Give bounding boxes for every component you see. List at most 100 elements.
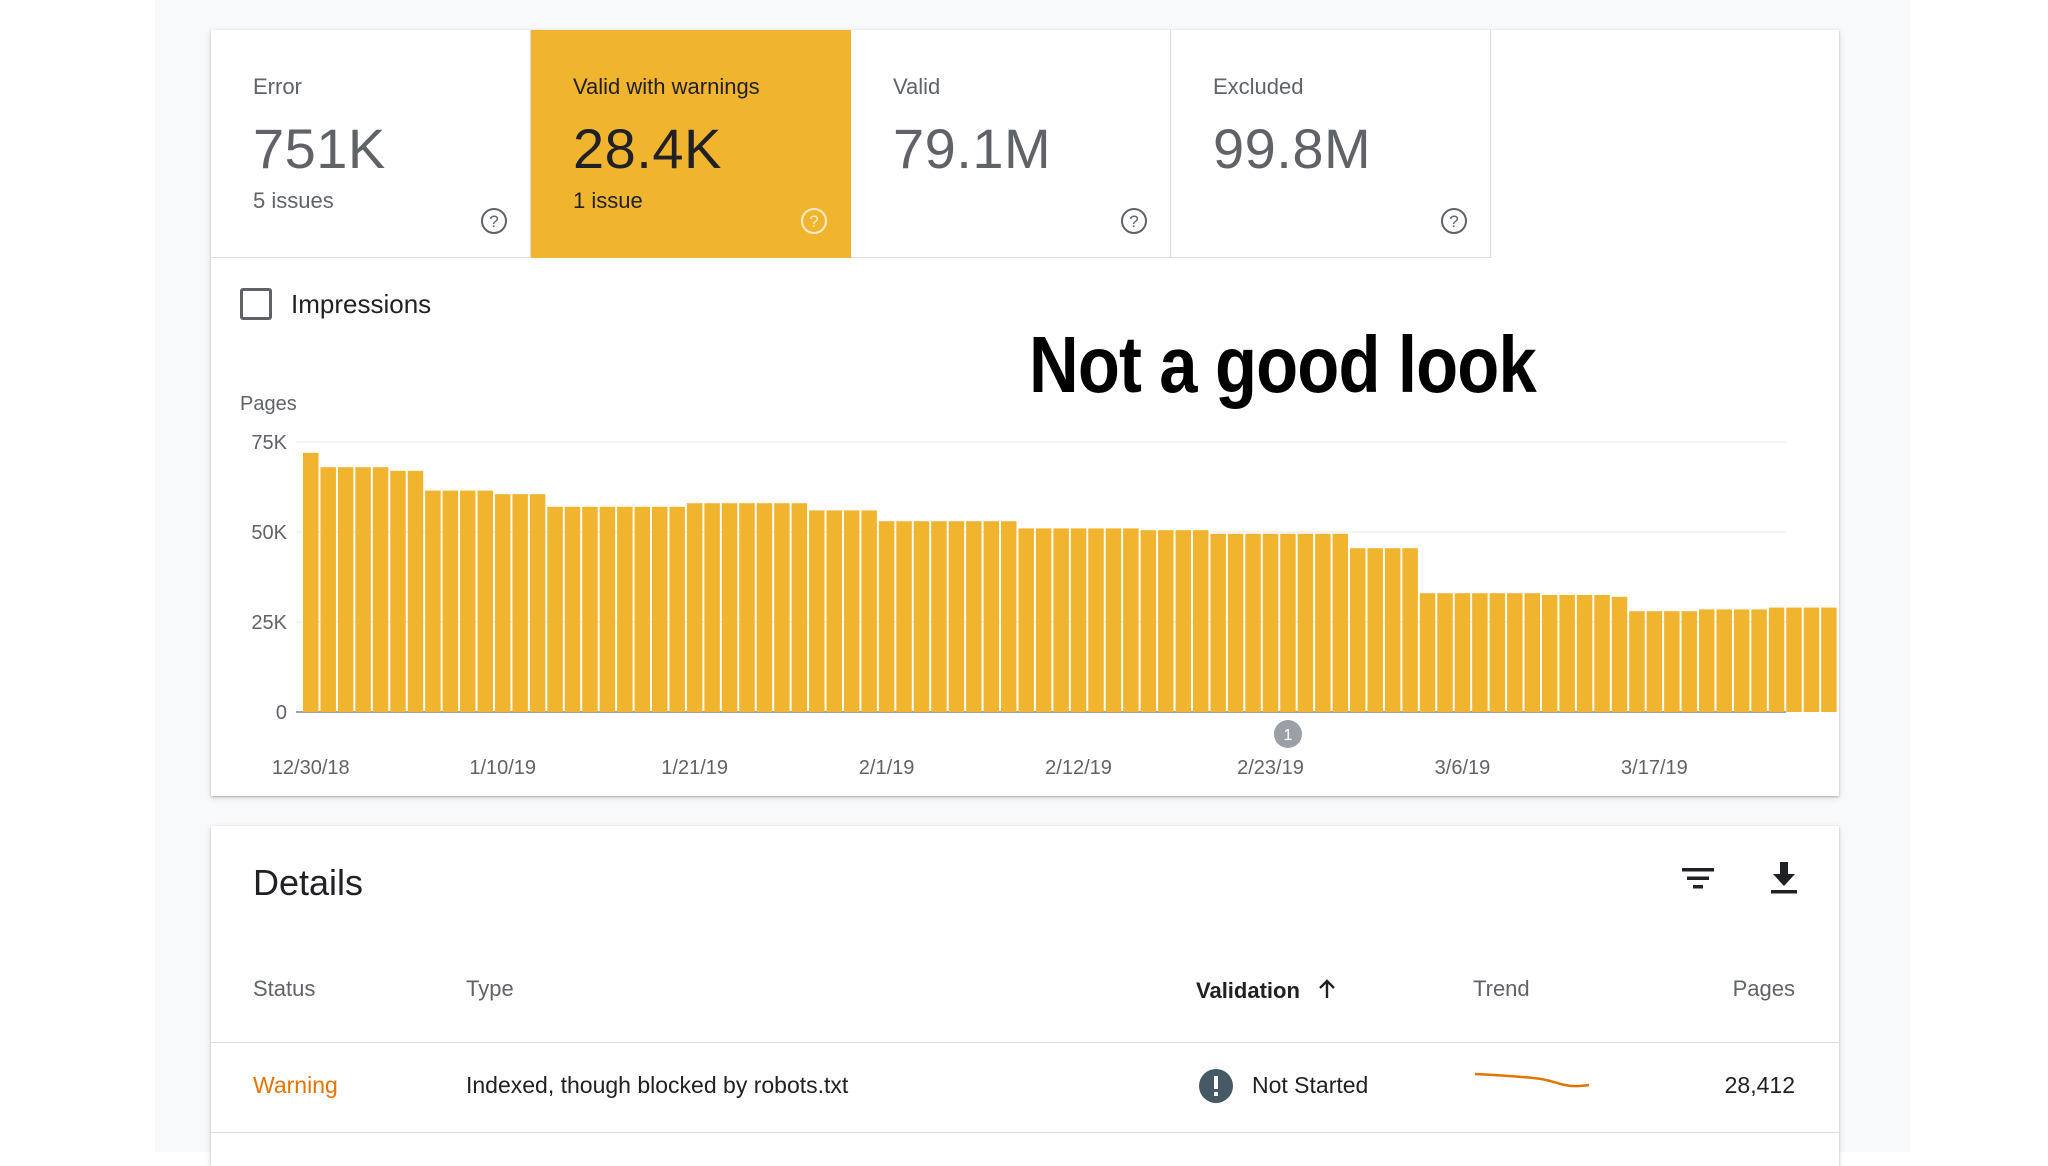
chart-bar[interactable] xyxy=(494,494,511,712)
download-icon[interactable] xyxy=(1760,854,1808,902)
chart-bar[interactable] xyxy=(704,503,720,712)
chart-bar[interactable] xyxy=(1768,607,1785,712)
column-validation[interactable]: Validation xyxy=(1196,976,1338,1004)
chart-bar[interactable] xyxy=(617,506,633,712)
chart-bar[interactable] xyxy=(1070,528,1087,712)
chart-bar[interactable] xyxy=(303,452,319,712)
chart-bar[interactable] xyxy=(1158,530,1174,712)
chart-bar[interactable] xyxy=(599,506,616,712)
chart-bar[interactable] xyxy=(774,503,790,712)
chart-bar[interactable] xyxy=(425,490,441,712)
chart-bar[interactable] xyxy=(843,510,860,712)
help-icon[interactable]: ? xyxy=(1120,207,1148,235)
chart-bar[interactable] xyxy=(756,503,773,712)
chart-bar[interactable] xyxy=(1576,595,1593,712)
chart-bar[interactable] xyxy=(1699,609,1715,712)
chart-bar[interactable] xyxy=(320,467,336,712)
chart-bar[interactable] xyxy=(564,506,581,712)
help-icon[interactable]: ? xyxy=(800,207,828,235)
chart-bar[interactable] xyxy=(512,494,528,712)
chart-bar[interactable] xyxy=(1733,609,1750,712)
chart-bar[interactable] xyxy=(721,503,738,712)
chart-bar[interactable] xyxy=(1280,533,1296,712)
chart-bar[interactable] xyxy=(1245,533,1261,712)
chart-bar[interactable] xyxy=(460,490,476,712)
chart-bar[interactable] xyxy=(1559,595,1575,712)
chart-bar[interactable] xyxy=(652,506,668,712)
chart-bar[interactable] xyxy=(1123,528,1139,712)
chart-bar[interactable] xyxy=(634,506,651,712)
chart-bar[interactable] xyxy=(1192,530,1209,712)
chart-bar[interactable] xyxy=(739,503,755,712)
chart-bar[interactable] xyxy=(1489,593,1506,712)
chart-bar[interactable] xyxy=(896,521,912,712)
chart-bar[interactable] xyxy=(878,521,895,712)
chart-bar[interactable] xyxy=(372,467,389,712)
chart-bar[interactable] xyxy=(1105,528,1122,712)
chart-bar[interactable] xyxy=(529,494,546,712)
chart-bar[interactable] xyxy=(809,510,825,712)
column-trend[interactable]: Trend xyxy=(1473,976,1530,1001)
chart-bar[interactable] xyxy=(547,506,563,712)
chart-bar[interactable] xyxy=(337,467,354,712)
chart-bar[interactable] xyxy=(1594,595,1610,712)
chart-bar[interactable] xyxy=(390,470,406,712)
chart-bar[interactable] xyxy=(669,506,685,712)
annotation-marker[interactable] xyxy=(1273,720,1302,748)
chart-bar[interactable] xyxy=(966,521,982,712)
tile-valid-with-warnings[interactable]: Valid with warnings 28.4K 1 issue ? xyxy=(531,30,851,258)
chart-bar[interactable] xyxy=(1454,593,1471,712)
chart-bar[interactable] xyxy=(1262,533,1279,712)
chart-bar[interactable] xyxy=(1751,609,1767,712)
tile-error[interactable]: Error 751K 5 issues ? xyxy=(211,30,531,258)
chart-bar[interactable] xyxy=(1384,548,1401,712)
chart-bar[interactable] xyxy=(442,490,459,712)
chart-bar[interactable] xyxy=(355,467,371,712)
column-status[interactable]: Status xyxy=(253,976,316,1001)
tile-excluded[interactable]: Excluded 99.8M ? xyxy=(1171,30,1491,258)
chart-bar[interactable] xyxy=(1018,528,1034,712)
chart-bar[interactable] xyxy=(1210,533,1226,712)
chart-bar[interactable] xyxy=(1175,530,1192,712)
chart-bar[interactable] xyxy=(1507,593,1523,712)
impressions-checkbox[interactable] xyxy=(240,288,272,320)
filter-icon[interactable] xyxy=(1674,854,1722,902)
chart-bar[interactable] xyxy=(1716,609,1732,712)
chart-bar[interactable] xyxy=(913,521,930,712)
chart-bar[interactable] xyxy=(791,503,808,712)
chart-bar[interactable] xyxy=(1524,593,1541,712)
chart-bar[interactable] xyxy=(861,510,877,712)
chart-bar[interactable] xyxy=(1472,593,1488,712)
table-row[interactable]: Warning Indexed, though blocked by robot… xyxy=(211,1043,1839,1131)
chart-bar[interactable] xyxy=(582,506,598,712)
chart-bar[interactable] xyxy=(1803,607,1820,712)
chart-bar[interactable] xyxy=(1140,530,1157,712)
chart-bar[interactable] xyxy=(1227,533,1244,712)
chart-bar[interactable] xyxy=(1035,528,1052,712)
chart-bar[interactable] xyxy=(1611,596,1628,712)
chart-bar[interactable] xyxy=(686,503,703,712)
chart-bar[interactable] xyxy=(407,470,424,712)
chart-bar[interactable] xyxy=(1821,607,1837,712)
chart-bar[interactable] xyxy=(1664,611,1680,712)
tile-valid[interactable]: Valid 79.1M ? xyxy=(851,30,1171,258)
chart-bar[interactable] xyxy=(1001,521,1017,712)
chart-bar[interactable] xyxy=(1088,528,1104,712)
chart-bar[interactable] xyxy=(1402,548,1418,712)
chart-bar[interactable] xyxy=(1053,528,1069,712)
chart-bar[interactable] xyxy=(1681,611,1698,712)
chart-bar[interactable] xyxy=(826,510,843,712)
column-type[interactable]: Type xyxy=(466,976,514,1001)
chart-bar[interactable] xyxy=(1367,548,1383,712)
chart-bar[interactable] xyxy=(1419,593,1436,712)
help-icon[interactable]: ? xyxy=(480,207,508,235)
chart-bar[interactable] xyxy=(477,490,494,712)
column-pages[interactable]: Pages xyxy=(1732,976,1795,1001)
chart-bar[interactable] xyxy=(1332,533,1349,712)
chart-bar[interactable] xyxy=(948,521,965,712)
chart-bar[interactable] xyxy=(983,521,1000,712)
chart-bar[interactable] xyxy=(1315,533,1331,712)
chart-bar[interactable] xyxy=(1297,533,1314,712)
help-icon[interactable]: ? xyxy=(1440,207,1468,235)
chart-bar[interactable] xyxy=(1786,607,1802,712)
